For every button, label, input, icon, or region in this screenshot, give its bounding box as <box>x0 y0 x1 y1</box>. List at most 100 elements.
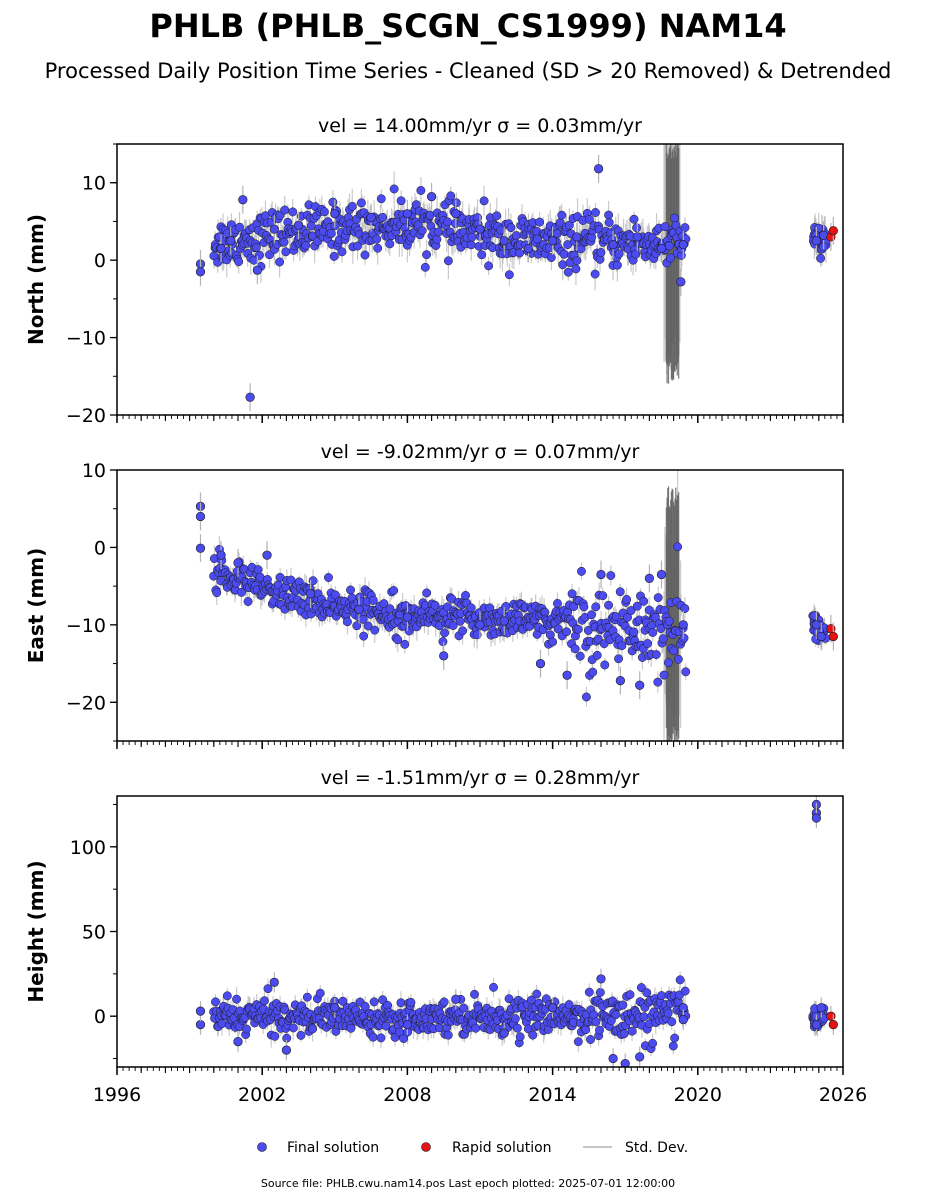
east-cloud-point <box>501 602 511 611</box>
north-ytick-label: 0 <box>94 250 106 272</box>
height-cloud-point <box>242 1024 251 1034</box>
north-cloud-point <box>385 239 395 249</box>
north-cloud-point <box>281 247 291 257</box>
east-final-point <box>195 543 206 553</box>
east-rapid-point <box>828 631 838 642</box>
north-cloud-point <box>288 207 298 217</box>
north-yticks: 10 0 −10 −20 <box>66 143 117 427</box>
north-final-point <box>245 392 255 402</box>
height-cloud-point <box>381 1021 391 1031</box>
east-cloud-point <box>400 639 410 649</box>
north-cloud-point <box>558 260 568 270</box>
north-axes-frame <box>116 143 844 416</box>
north-cloud-point <box>319 207 329 217</box>
north-final-point <box>427 192 437 202</box>
east-cloud-point <box>346 585 355 595</box>
north-cloud-point <box>396 196 406 206</box>
north-cloud-point <box>604 218 614 227</box>
north-final-point <box>293 220 304 230</box>
legend-rapid-label: Rapid solution <box>452 1140 552 1156</box>
north-cloud-point <box>660 222 670 232</box>
east-cloud-point <box>553 624 563 634</box>
height-final-point <box>451 994 461 1004</box>
north-cloud-point <box>280 205 290 215</box>
height-cloud-point <box>288 1023 298 1033</box>
height-cloud-point <box>308 1024 318 1034</box>
east-cloud-point <box>617 641 627 651</box>
east-cloud-point <box>562 627 571 637</box>
north-panel-title: vel = 14.00mm/yr σ = 0.03mm/yr <box>318 115 642 137</box>
east-cloud-point <box>567 589 577 599</box>
east-ytick-label: 0 <box>94 537 106 559</box>
height-cloud-point <box>625 990 635 1000</box>
height-cloud-point <box>263 984 273 994</box>
east-final-point <box>439 651 449 661</box>
east-cloud-point <box>430 600 440 610</box>
height-final-point <box>233 1036 243 1047</box>
height-final-point <box>620 1059 630 1067</box>
north-cloud-point <box>356 198 366 208</box>
north-ylabel: North (mm) <box>24 214 48 345</box>
height-final-point <box>402 1020 413 1030</box>
north-cloud-point <box>559 249 569 259</box>
east-cloud-point <box>592 650 602 660</box>
east-final-point <box>811 620 821 630</box>
north-final-point <box>475 224 485 234</box>
east-cloud-point <box>604 600 614 610</box>
height-final-series <box>195 796 826 1067</box>
north-final-point <box>593 164 604 174</box>
north-cloud-point <box>604 210 614 220</box>
north-cloud-point <box>484 261 494 271</box>
height-rapid-point <box>828 1020 838 1030</box>
north-cloud-point <box>467 232 477 242</box>
east-cloud-point <box>659 670 669 680</box>
height-cloud-point <box>680 986 690 996</box>
legend-stddev-label: Std. Dev. <box>625 1140 688 1156</box>
north-cloud-point <box>614 249 624 259</box>
east-cloud-point <box>243 597 253 607</box>
north-cloud-point <box>235 222 245 232</box>
east-final-point <box>596 569 606 580</box>
north-final-point <box>252 265 262 275</box>
height-cloud-point <box>586 1035 595 1044</box>
east-cloud-point <box>656 624 666 634</box>
north-cloud-point <box>420 262 430 272</box>
east-cloud-point <box>626 606 636 616</box>
north-cloud-point <box>432 234 442 244</box>
north-cloud-point <box>666 253 676 263</box>
height-cloud-point <box>369 997 379 1007</box>
north-cloud-point <box>670 213 680 223</box>
height-cloud-point <box>489 982 498 992</box>
height-final-point <box>811 1020 821 1030</box>
north-final-series <box>195 154 829 412</box>
north-cloud-point <box>664 241 674 251</box>
east-cloud-point <box>455 616 465 626</box>
height-point-cloud <box>209 975 829 1054</box>
north-final-point <box>523 243 534 254</box>
east-cloud-point <box>679 633 689 643</box>
east-cloud-point <box>611 612 621 622</box>
north-final-point <box>632 232 642 242</box>
east-cloud-point <box>598 591 608 601</box>
north-cloud-point <box>251 242 261 252</box>
height-final-point <box>596 974 606 984</box>
east-final-point <box>816 631 826 642</box>
height-xtick-label: 2020 <box>674 1084 722 1106</box>
north-cloud-point <box>306 221 316 231</box>
north-final-point <box>195 267 206 277</box>
height-cloud-point <box>211 997 220 1007</box>
north-cloud-point <box>416 186 426 195</box>
east-cloud-point <box>370 625 380 635</box>
east-ytick-label: −10 <box>66 615 106 637</box>
east-axes-frame <box>116 469 844 742</box>
east-cloud-point <box>581 692 591 702</box>
north-xticks <box>116 415 844 423</box>
east-cloud-point <box>466 603 476 613</box>
height-rapid-series <box>826 1006 838 1035</box>
east-cloud-point <box>615 587 625 597</box>
north-cloud-point <box>328 197 338 207</box>
height-cloud-point <box>591 1017 601 1027</box>
north-cloud-point <box>443 256 453 266</box>
height-final-point <box>330 1003 340 1013</box>
east-final-point <box>262 550 272 560</box>
